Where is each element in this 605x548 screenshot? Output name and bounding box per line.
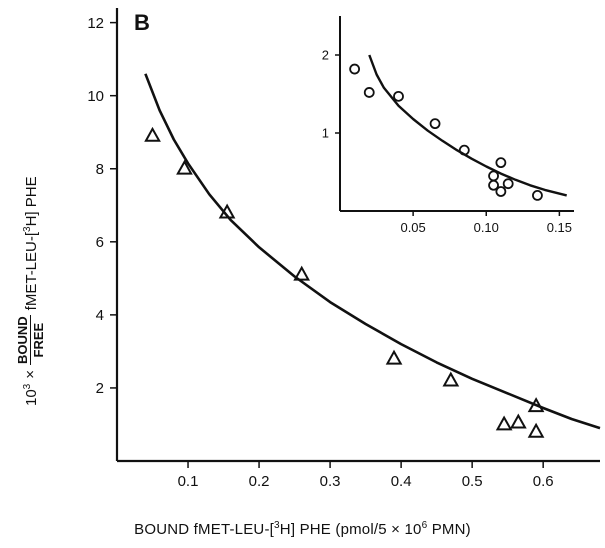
inset-plot: 0.05 0.10 0.15 1 2 — [322, 16, 574, 235]
y-tick-label: 10 — [87, 88, 104, 105]
x-axis-label: BOUND fMET-LEU-[3H] PHE (pmol/5 × 106 PM… — [134, 520, 471, 538]
x-tick-label: 0.5 — [462, 473, 483, 490]
data-point-triangle — [385, 349, 403, 365]
data-point-triangle — [527, 422, 545, 438]
inset-data-point-circle — [532, 189, 543, 201]
x-tick-label: 0.6 — [533, 473, 554, 490]
y-tick-label: 2 — [96, 380, 104, 397]
inset-data-point-circle — [363, 87, 375, 98]
y-tick-label: 6 — [96, 234, 104, 251]
x-tick-label: 0.3 — [320, 473, 341, 490]
x-tick-label: 0.1 — [178, 473, 199, 490]
inset-y-tick-label: 2 — [322, 48, 329, 63]
inset-y-tick-label: 1 — [322, 126, 329, 141]
inset-x-tick-label: 0.15 — [547, 220, 572, 235]
y-tick-label: 4 — [96, 307, 104, 324]
inset-data-point-circle — [495, 157, 507, 169]
y-axis-label: 103 × BOUND FREE fMET-LEU-[3H] PHE — [15, 176, 46, 406]
inset-data-point-circle — [393, 90, 404, 102]
x-tick-label: 0.2 — [249, 473, 270, 490]
inset-x-tick-label: 0.10 — [474, 220, 499, 235]
data-point-triangle — [495, 415, 513, 431]
inset-data-point-circle — [495, 186, 507, 197]
y-tick-label: 12 — [87, 15, 104, 32]
inset-data-point-circle — [349, 63, 361, 75]
y-tick-label: 8 — [96, 161, 104, 178]
data-point-triangle — [144, 126, 161, 142]
data-point-triangle — [527, 397, 545, 413]
inset-data-point-circle — [488, 170, 499, 182]
data-point-triangle — [176, 159, 193, 175]
data-point-triangle — [293, 265, 310, 281]
data-point-triangle — [218, 203, 236, 219]
data-point-triangle — [442, 371, 460, 387]
x-tick-label: 0.4 — [391, 473, 412, 490]
inset-data-point-circle — [502, 178, 514, 190]
inset-data-point-circle — [458, 144, 470, 156]
inset-data-point-circle — [488, 179, 499, 191]
fit-curve — [144, 73, 601, 430]
panel-label: B — [134, 10, 150, 35]
inset-fit-curve — [368, 54, 567, 197]
bound-free-fraction: BOUND FREE — [15, 315, 46, 365]
inset-data-point-circle — [429, 118, 441, 130]
inset-x-tick-label: 0.05 — [400, 220, 425, 235]
data-point-triangle — [510, 413, 527, 429]
